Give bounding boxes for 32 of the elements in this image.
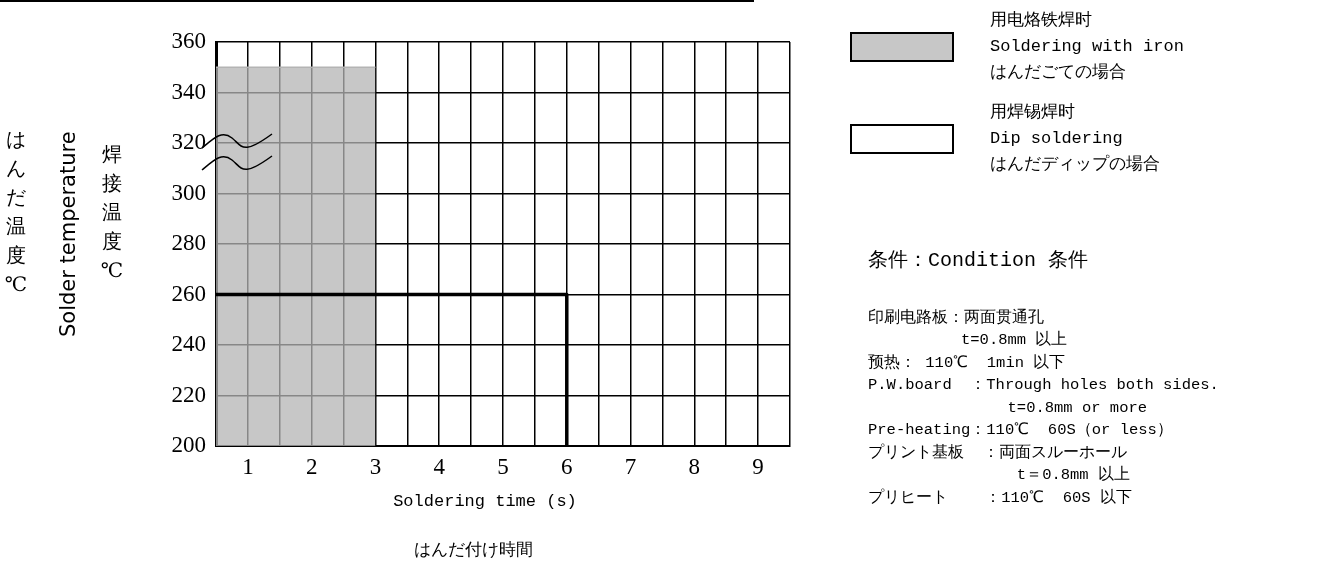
y-tick-label: 280 xyxy=(171,230,206,256)
text: 预热： 110℃ 1min 以下 xyxy=(868,352,1067,374)
x-tick-label: 3 xyxy=(369,453,382,479)
x-tick-label: 1 xyxy=(242,453,254,479)
text: t=0.8mm 以上 xyxy=(960,329,1069,351)
y-tick-label: 360 xyxy=(171,28,206,54)
y-tick-label: 300 xyxy=(171,179,206,205)
text: 条件：Condition 条件 xyxy=(868,249,1090,273)
x-tick-label: 8 xyxy=(688,453,701,479)
text: 用焊锡焊时 Dip soldering はんだディップの場合 xyxy=(990,102,1160,176)
x-tick-label: 6 xyxy=(561,453,573,479)
text: はんだ温度℃ Solder temperature 焊接温度℃ xyxy=(4,128,124,337)
x-tick-label: 5 xyxy=(497,453,509,479)
text: 用电烙铁焊时 Soldering with iron はんだごての場合 xyxy=(990,10,1184,84)
x-tick-label: 2 xyxy=(305,453,318,479)
y-tick-label: 200 xyxy=(171,432,206,458)
text: t＝0.8mm 以上 xyxy=(1015,464,1131,486)
y-tick-label: 220 xyxy=(171,381,206,407)
x-tick-label: 4 xyxy=(433,453,446,479)
text: P.W.board ：Through holes both sides. xyxy=(868,375,1219,396)
x-tick-label: 9 xyxy=(752,453,764,479)
y-tick-label: 240 xyxy=(171,331,206,357)
x-tick-label: 7 xyxy=(624,453,637,479)
y-tick-label: 260 xyxy=(171,280,206,306)
text: Pre-heating：110℃ 60S（or less） xyxy=(868,420,1174,441)
y-tick-label: 320 xyxy=(171,129,206,155)
text: 印刷电路板：两面贯通孔 xyxy=(868,307,1045,329)
text: Soldering time (s) はんだ付け時間 xyxy=(393,492,577,560)
y-tick-label: 340 xyxy=(171,78,206,104)
text: プリント基板 ：両面スルーホール xyxy=(868,442,1128,464)
text: t=0.8mm or more xyxy=(1006,397,1149,419)
text: プリヒート ：110℃ 60S 以下 xyxy=(868,487,1133,509)
